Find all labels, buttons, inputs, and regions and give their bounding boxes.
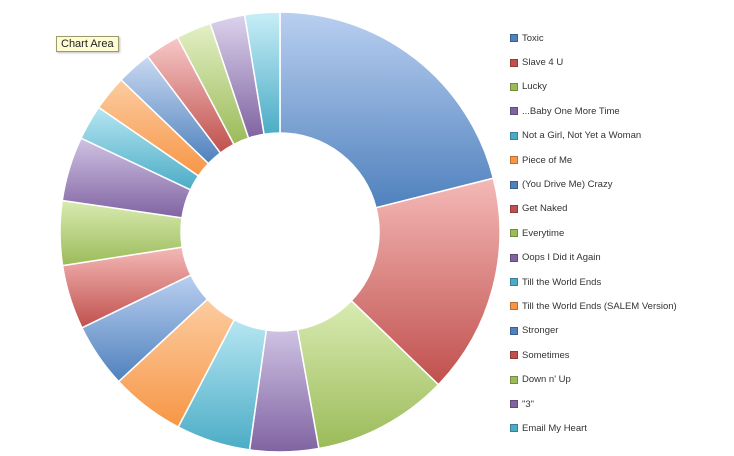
legend-swatch: [510, 34, 518, 43]
legend-swatch: [510, 375, 518, 384]
slice-1[interactable]: [279, 11, 495, 209]
legend-label: ...Baby One More Time: [522, 105, 620, 117]
legend-label: Lucky: [522, 81, 547, 93]
legend-label: (You Drive Me) Crazy: [522, 179, 613, 191]
legend-item[interactable]: "3": [510, 392, 677, 416]
legend-item[interactable]: (You Drive Me) Crazy: [510, 172, 677, 196]
legend-label: Down n' Up: [522, 374, 571, 386]
legend-swatch: [510, 58, 518, 67]
legend-label: Piece of Me: [522, 154, 573, 166]
legend-swatch: [510, 131, 518, 140]
legend-swatch: [510, 82, 518, 91]
legend-item[interactable]: Till the World Ends (SALEM Version): [510, 294, 677, 318]
legend-item[interactable]: Everytime: [510, 221, 677, 245]
legend-label: Email My Heart: [522, 422, 587, 434]
legend-label: Get Naked: [522, 203, 568, 215]
legend-swatch: [510, 180, 518, 189]
legend-item[interactable]: Not a Girl, Not Yet a Woman: [510, 124, 677, 148]
legend-item[interactable]: ...Baby One More Time: [510, 99, 677, 123]
legend-item[interactable]: Email My Heart: [510, 416, 677, 440]
legend-label: Stronger: [522, 325, 559, 337]
legend-swatch: [510, 302, 518, 311]
legend-item[interactable]: Slave 4 U: [510, 50, 677, 74]
legend-swatch: [510, 229, 518, 238]
legend-swatch: [510, 278, 518, 287]
legend-item[interactable]: Till the World Ends: [510, 270, 677, 294]
legend-swatch: [510, 400, 518, 409]
legend-swatch: [510, 204, 518, 213]
slice-2[interactable]: [350, 177, 501, 386]
legend-item[interactable]: Toxic: [510, 26, 677, 50]
legend-label: Not a Girl, Not Yet a Woman: [522, 130, 642, 142]
legend-item[interactable]: Down n' Up: [510, 367, 677, 391]
legend-label: Till the World Ends (SALEM Version): [522, 300, 677, 312]
legend-swatch: [510, 326, 518, 335]
legend-item[interactable]: Get Naked: [510, 197, 677, 221]
legend-label: Toxic: [522, 32, 544, 44]
legend-item[interactable]: Sometimes: [510, 343, 677, 367]
legend-swatch: [510, 424, 518, 433]
legend-label: Slave 4 U: [522, 57, 564, 69]
legend-item[interactable]: Piece of Me: [510, 148, 677, 172]
legend-label: Sometimes: [522, 349, 570, 361]
chart-area-tooltip: Chart Area: [56, 36, 119, 52]
legend-item[interactable]: Oops I Did it Again: [510, 246, 677, 270]
legend-label: "3": [522, 398, 535, 410]
legend-swatch: [510, 107, 518, 116]
legend-label: Oops I Did it Again: [522, 252, 601, 264]
legend-swatch: [510, 351, 518, 360]
legend-swatch: [510, 156, 518, 165]
legend-label: Everytime: [522, 227, 565, 239]
legend-item[interactable]: Lucky: [510, 75, 677, 99]
legend-swatch: [510, 253, 518, 262]
legend: Toxic Slave 4 U Lucky ...Baby One More Time…: [510, 26, 677, 441]
legend-item[interactable]: Stronger: [510, 319, 677, 343]
slice-17[interactable]: [243, 11, 281, 136]
legend-label: Till the World Ends: [522, 276, 602, 288]
